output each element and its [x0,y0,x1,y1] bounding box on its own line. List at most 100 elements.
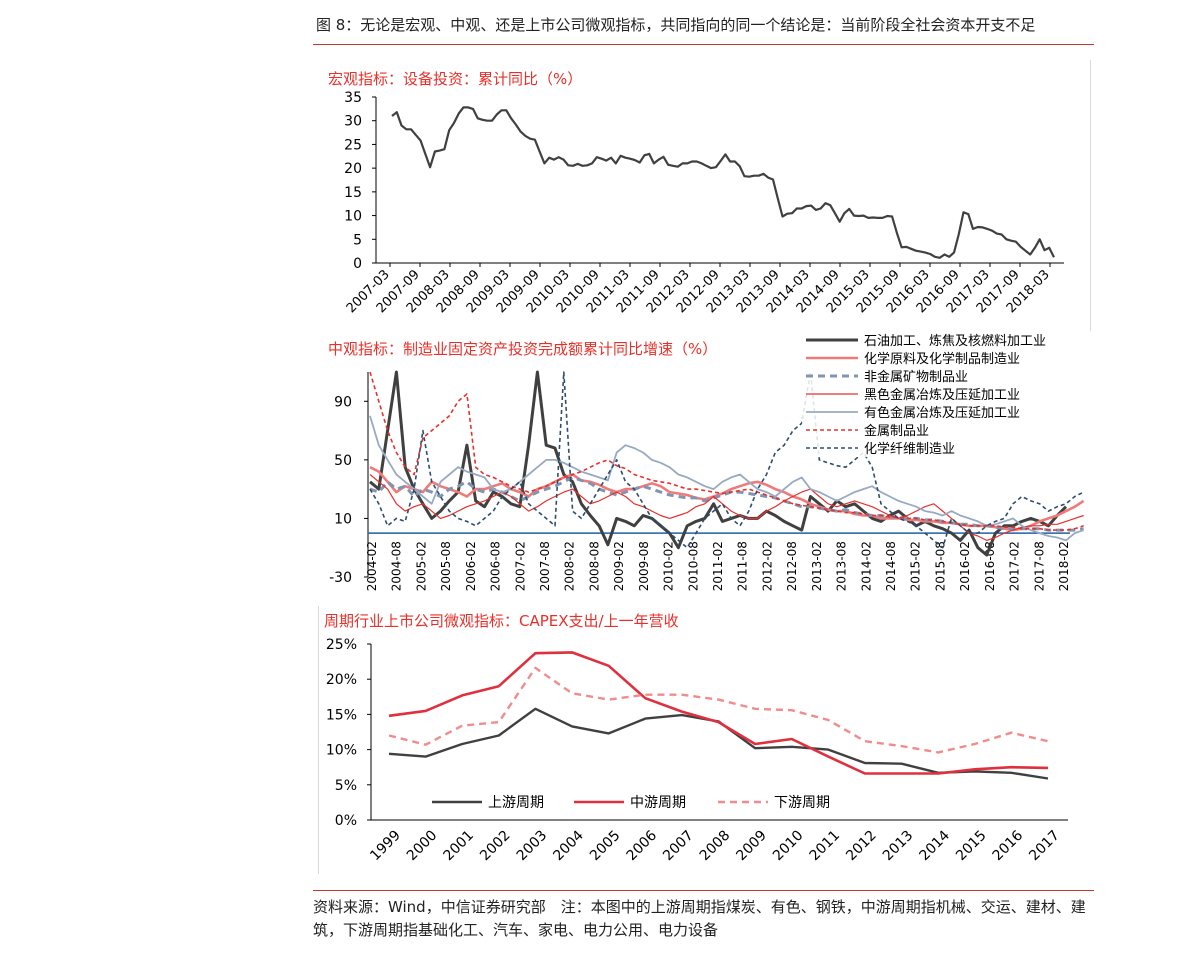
x-tick-label: 2018-02 [1057,541,1071,591]
y-tick-label: 10 [344,209,362,225]
legend-bg [802,385,1092,403]
legend-label: 化学原料及化学制品制造业 [864,351,1020,367]
x-tick-label: 2010-02 [662,541,676,591]
bottom-rule [313,890,1094,891]
x-tick-label: 2005-08 [439,541,453,591]
y-tick-label: 30 [344,114,362,130]
legend-bg [802,403,1092,421]
x-tick-label: 2014-08 [884,541,898,591]
y-tick-label: 5 [353,232,362,248]
macro-chart: 宏观指标：设备投资：累计同比（%）051015202530352007-0320… [328,70,1064,316]
series-line [388,651,1049,775]
x-tick-label: 2006-08 [489,541,503,591]
series-line [369,370,1068,557]
x-tick-label: 2004-02 [365,541,379,591]
x-tick-label: 2015 [953,828,990,865]
x-tick-label: 1999 [367,828,404,865]
x-tick-label: 2010-08 [686,541,700,591]
x-tick-label: 2007-08 [538,541,552,591]
x-tick-label: 2015-08 [933,541,947,591]
figure-title: 图 8：无论是宏观、中观、还是上市公司微观指标，共同指向的同一个结论是：当前阶段… [316,16,1036,34]
x-tick-label: 2006-02 [464,541,478,591]
x-tick-label: 2014 [916,827,953,864]
series-line [369,415,1084,542]
x-tick-label: 2008-08 [587,541,601,591]
y-tick-label: -30 [329,570,352,586]
x-tick-label: 2016-02 [958,541,972,591]
y-tick-label: 10 [334,511,352,527]
y-tick-label: 20 [344,161,362,177]
legend-label: 石油加工、炼焦及核燃料加工业 [864,333,1046,349]
meso-chart: 中观指标：制造业固定资产投资完成额累计同比增速（%） -30 10 50 90 2004-… [328,331,1092,591]
x-tick-label: 2011-08 [736,541,750,591]
legend-label: 黑色金属冶炼及压延加工业 [864,387,1020,403]
legend-bg [802,421,1092,439]
x-tick-label: 2005-02 [414,541,428,591]
x-tick-label: 2006 [624,827,661,864]
y-tick-label: 10% [326,743,357,759]
x-tick-label: 2008-02 [563,541,577,591]
source-note: 资料来源：Wind，中信证券研究部 注：本图中的上游周期指煤炭、有色、钢铁，中游… [313,898,1086,939]
x-tick-label: 2009-08 [637,541,651,591]
series-line [369,474,1084,541]
x-tick-label: 2016 [990,827,1027,864]
x-tick-label: 2017-02 [1008,541,1022,591]
x-tick-label: 2017 [1026,828,1063,865]
panel-border [1090,60,1091,332]
x-tick-label: 2010 [770,828,807,865]
y-tick-label: 15% [326,707,357,723]
x-tick-label: 2013-08 [835,541,849,591]
series-line [391,106,1055,259]
chart-title: 宏观指标：设备投资：累计同比（%） [328,70,582,88]
y-tick-label: 0% [335,813,357,829]
chart-title: 中观指标：制造业固定资产投资完成额累计同比增速（%） [328,340,717,358]
y-tick-label: 50 [334,453,352,469]
x-tick-label: 2003 [514,828,551,865]
panel-border [318,606,319,874]
x-tick-label: 2017-08 [1032,541,1046,591]
series-line [369,371,1084,549]
x-tick-label: 2007-02 [513,541,527,591]
top-rule [313,44,1094,45]
x-tick-label: 2011 [807,828,844,865]
legend-label: 金属制品业 [864,423,929,439]
x-tick-label: 2013 [880,828,917,865]
legend-label: 下游周期 [774,795,830,811]
legend-bg [802,439,1092,457]
legend-label: 有色金属冶炼及压延加工业 [864,405,1020,421]
legend-label: 非金属矿物制品业 [864,369,968,385]
x-tick-label: 2012 [843,828,880,865]
x-tick-label: 2009 [733,828,770,865]
x-tick-label: 2013-02 [810,541,824,591]
series-line [369,371,1084,531]
x-tick-label: 2004-08 [390,541,404,591]
x-tick-label: 2000 [404,828,441,865]
x-tick-label: 2007 [660,828,697,865]
legend-label: 中游周期 [630,795,686,811]
y-tick-label: 0 [353,256,362,272]
y-tick-label: 5% [335,778,357,794]
x-tick-label: 2002 [477,828,514,865]
x-tick-label: 2001 [441,828,478,865]
legend-bg [802,331,1092,349]
x-tick-label: 2012-08 [785,541,799,591]
x-tick-label: 2014-02 [859,541,873,591]
x-tick-label: 2012-02 [760,541,774,591]
legend-bg [802,349,1092,367]
y-tick-label: 20% [326,672,357,688]
legend-label: 化学纤维制造业 [864,441,955,457]
x-tick-label: 2008 [697,828,734,865]
y-tick-label: 35 [344,90,362,106]
x-tick-label: 2009-02 [612,541,626,591]
series-line [388,666,1049,754]
micro-chart: 周期行业上市公司微观指标：CAPEX支出/上一年营收 0% 5% 10% 15% 20% 2… [324,612,1068,865]
y-tick-label: 90 [334,394,352,410]
y-tick-label: 25 [344,137,362,153]
x-tick-label: 2015-02 [909,541,923,591]
x-tick-label: 2004 [550,827,587,864]
y-tick-label: 25% [326,637,357,653]
legend-bg [802,367,1092,385]
legend-label: 上游周期 [488,795,544,811]
series-line [388,707,1049,780]
y-tick-label: 15 [344,185,362,201]
